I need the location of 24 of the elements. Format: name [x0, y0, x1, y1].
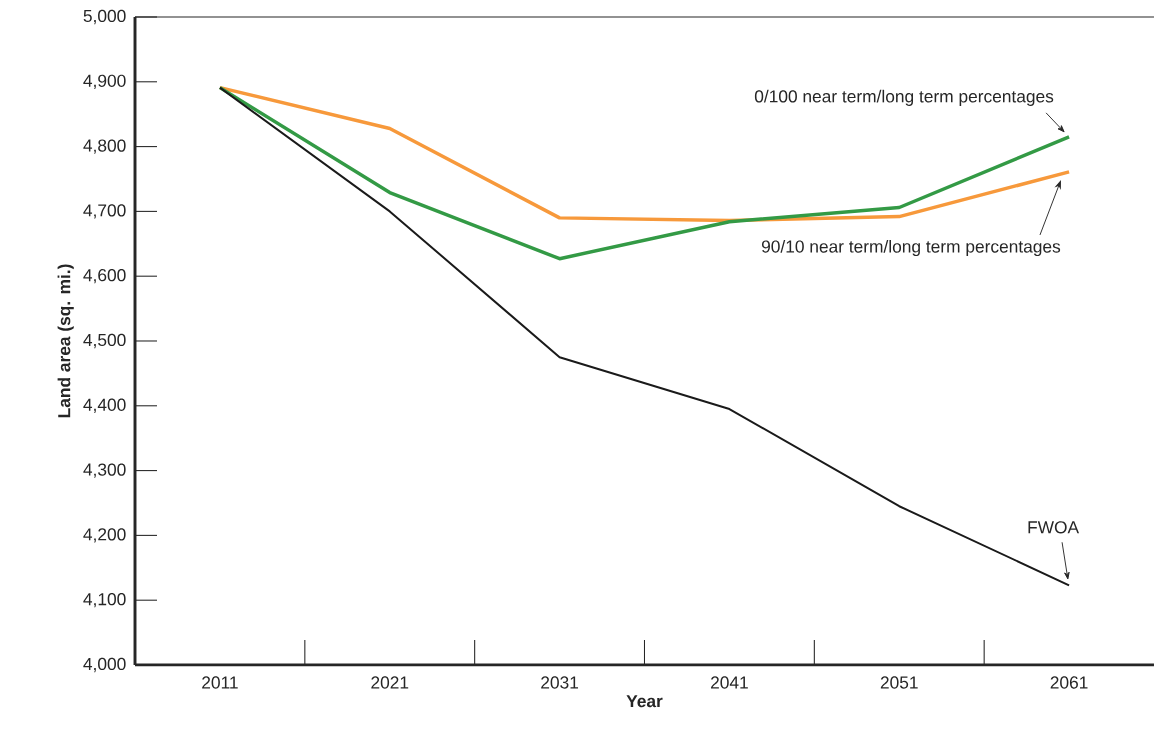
y-tick-label: 4,800 — [83, 139, 126, 154]
y-tick-label: 4,300 — [83, 463, 126, 478]
x-tick-label: 2061 — [1050, 676, 1088, 689]
y-tick-label: 4,100 — [83, 593, 126, 608]
y-tick-label: 4,500 — [83, 333, 126, 349]
x-axis-title: Year — [626, 695, 663, 708]
y-tick-label: 4,700 — [83, 204, 126, 219]
y-tick-label: 4,400 — [83, 398, 126, 413]
x-tick-label: 2021 — [371, 676, 409, 689]
x-tick-label: 2041 — [711, 676, 748, 689]
x-tick-label: 2031 — [541, 676, 579, 689]
annotation: 0/100 near term/long term percentages — [754, 89, 1054, 106]
annotation: 90/10 near term/long term percentages — [761, 239, 1061, 257]
y-tick-label: 4,000 — [83, 657, 126, 673]
annotation: FWOA — [1028, 521, 1080, 534]
y-tick-label: 4,200 — [83, 528, 126, 543]
x-tick-label: 2051 — [880, 676, 918, 689]
y-tick-label: 5,000 — [83, 9, 126, 25]
y-tick-label: 4,900 — [83, 74, 126, 89]
y-axis-title: Land area (sq. mi.) — [57, 264, 74, 418]
line-series — [218, 85, 1071, 261]
y-tick-label: 4,600 — [83, 269, 126, 284]
x-tick-label: 2011 — [202, 676, 238, 689]
line-series — [218, 85, 1071, 223]
